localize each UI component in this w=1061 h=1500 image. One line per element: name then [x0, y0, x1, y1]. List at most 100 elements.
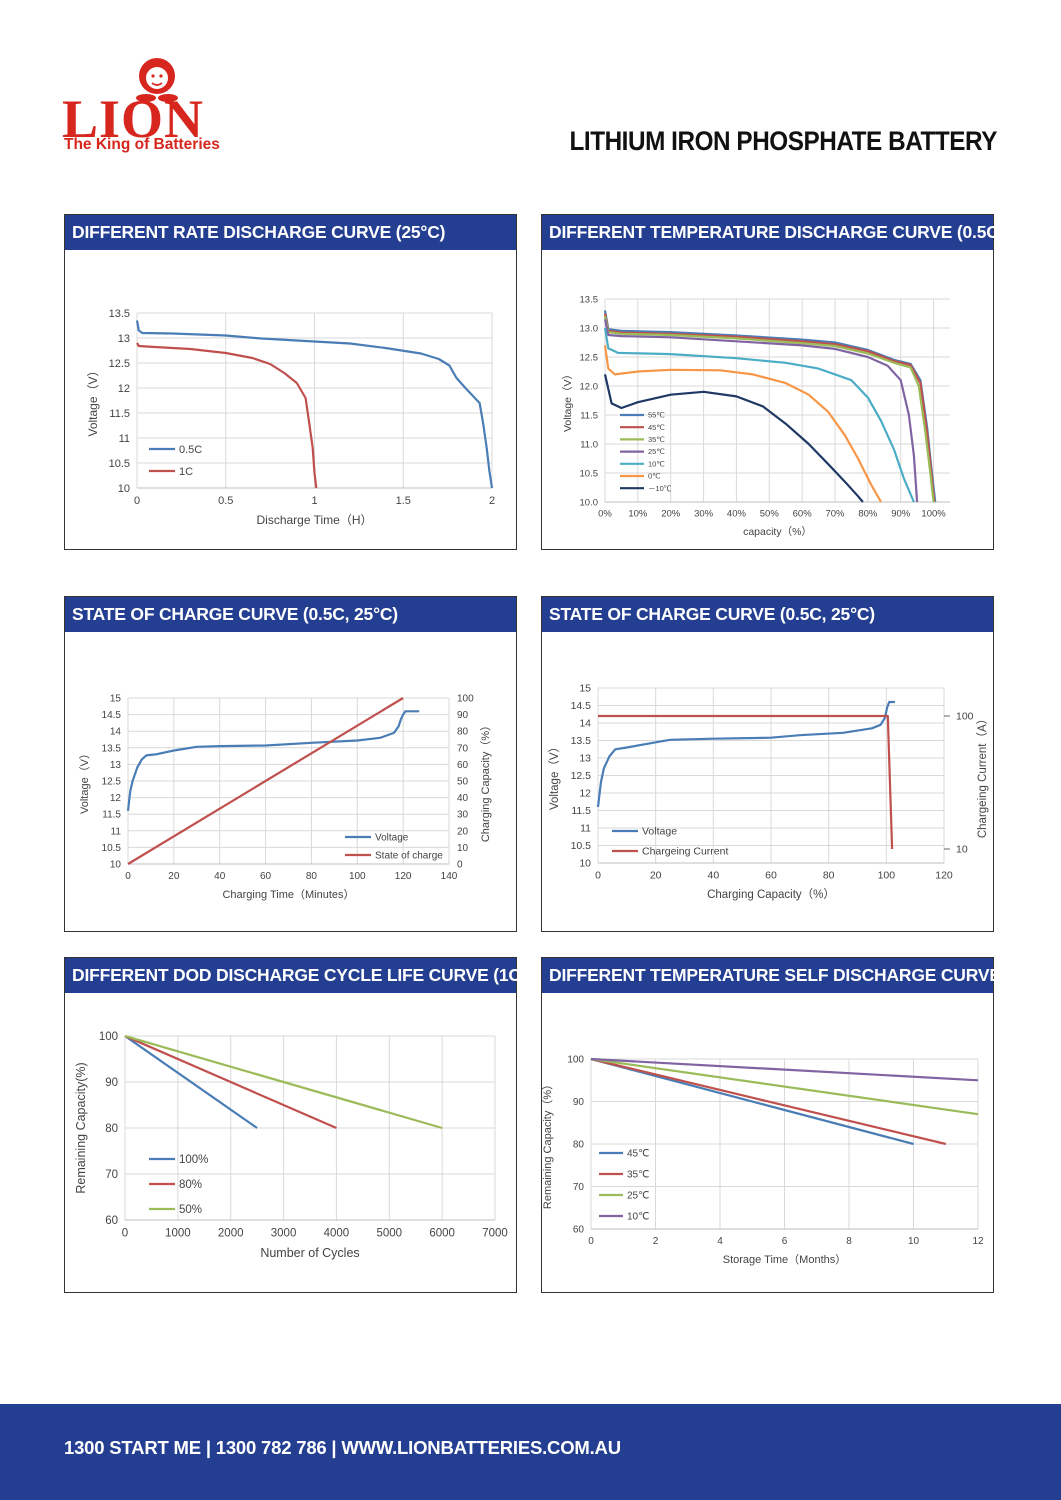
y-tick-label: 13.5 [109, 308, 130, 320]
legend-label: 35℃ [627, 1170, 649, 1181]
x-tick-label: 80% [858, 509, 878, 520]
x-tick-label: 1000 [165, 1228, 191, 1240]
series-line [603, 374, 864, 503]
series-line [127, 697, 404, 865]
x-tick-label: 0% [598, 509, 612, 520]
x-axis-title: Charging Capacity（%） [707, 888, 835, 901]
y2-tick-label: 70 [457, 743, 469, 754]
legend-label: 0℃ [648, 472, 661, 481]
panel-heading: STATE OF CHARGE CURVE (0.5C, 25°C) [65, 597, 516, 632]
y2-tick-label: 0 [457, 860, 463, 871]
series-line [124, 1034, 443, 1130]
y-tick-label: 12.5 [580, 352, 599, 363]
y-tick-label: 11.5 [580, 410, 598, 421]
x-tick-label: 140 [441, 871, 458, 882]
temperature-discharge-chart: 0% 10% 20% 30% 40% 50% 60% 70% 80% 90% 100% 10.0 10.… [562, 294, 950, 538]
panel-heading: DIFFERENT TEMPERATURE SELF DISCHARGE CUR… [542, 958, 1001, 993]
legend-label: 50% [179, 1204, 202, 1216]
y-axis-title: Voltage（V） [78, 748, 91, 814]
y2-tick-label: 100 [457, 694, 474, 705]
lion-logo: LION The King of Batteries [60, 56, 250, 160]
footer-contact: 1300 START ME | 1300 782 786 | WWW.LIONB… [64, 1437, 621, 1458]
y-tick-label: 12 [110, 793, 122, 804]
x-tick-label: 60 [765, 870, 777, 882]
y2-tick-label: 100 [956, 711, 974, 723]
series-line [590, 1057, 979, 1116]
legend-label: Voltage [642, 826, 677, 838]
x-tick-label: 70% [825, 509, 845, 520]
x-tick-label: 120 [395, 871, 412, 882]
x-tick-label: 0 [595, 870, 601, 882]
y-tick-label: 13 [110, 760, 122, 771]
series-line [124, 1034, 337, 1130]
x-tick-label: 80 [306, 871, 318, 882]
x-tick-label: 100 [349, 871, 366, 882]
legend-label: 1C [179, 466, 193, 478]
x-axis-title: Number of Cycles [260, 1246, 359, 1260]
y-tick-label: 11 [119, 433, 130, 445]
y-axis-title: Remaining Capacity（%） [542, 1079, 554, 1209]
y2-tick-label: 10 [457, 843, 469, 854]
y-tick-label: 10.5 [580, 468, 599, 479]
y-tick-label: 15 [110, 694, 122, 705]
x-tick-label: 100 [878, 870, 896, 882]
panel-temperature-discharge: DIFFERENT TEMPERATURE DISCHARGE CURVE (0… [541, 214, 1005, 550]
brand-tagline: The King of Batteries [64, 136, 220, 153]
y-tick-label: 11.5 [109, 408, 130, 420]
y-tick-label: 10 [110, 860, 122, 871]
y2-axis-title: Charging Capacity（%） [479, 720, 492, 842]
y2-tick-label: 40 [457, 793, 469, 804]
series-line [124, 1035, 258, 1129]
y-tick-label: 11 [580, 823, 591, 835]
y-tick-label: 12.5 [109, 358, 130, 370]
legend-label: 10℃ [648, 459, 665, 468]
legend-label: 80% [179, 1179, 202, 1191]
series-line [135, 320, 494, 489]
x-tick-label: 0 [125, 871, 131, 882]
cycle-life-chart: 0 1000 2000 3000 4000 5000 6000 7000 60 70 80 90 100… [74, 1031, 508, 1260]
legend-label: 100% [179, 1154, 208, 1166]
y2-tick-label: 20 [457, 826, 469, 837]
x-tick-label: 50% [760, 509, 780, 520]
y-tick-label: 12.5 [102, 777, 122, 788]
y-tick-label: 13.5 [102, 743, 122, 754]
x-tick-label: 20% [661, 509, 681, 520]
series-line [603, 316, 935, 503]
y-tick-label: 11.5 [571, 805, 591, 817]
panel-self-discharge: DIFFERENT TEMPERATURE SELF DISCHARGE CUR… [541, 957, 1001, 1293]
series-line [590, 1057, 979, 1082]
panel-heading: DIFFERENT DOD DISCHARGE CYCLE LIFE CURVE… [65, 958, 527, 993]
y-tick-label: 13 [579, 753, 591, 765]
y2-tick-label: 30 [457, 810, 469, 821]
y-axis-title: Voltage（V） [548, 741, 561, 810]
x-tick-label: 40 [707, 870, 719, 882]
y-tick-label: 90 [573, 1097, 585, 1108]
x-tick-label: 2 [653, 1236, 659, 1247]
x-tick-label: 5000 [376, 1228, 402, 1240]
x-tick-label: 4000 [324, 1228, 350, 1240]
y2-tick-label: 80 [457, 727, 469, 738]
y-tick-label: 90 [105, 1077, 118, 1089]
y-tick-label: 14.5 [102, 710, 122, 721]
x-tick-label: 0 [122, 1228, 128, 1240]
x-tick-label: 1.5 [396, 495, 411, 507]
x-axis-title: capacity（%） [743, 526, 812, 538]
y2-tick-label: 10 [956, 844, 968, 856]
y2-axis-title: Chargeing Current（A） [976, 713, 989, 838]
y-axis-title: Voltage（V） [562, 369, 574, 432]
y-tick-label: 15 [579, 683, 591, 695]
y-axis-title: Voltage（V） [86, 364, 100, 436]
legend-label: State of charge [375, 851, 443, 862]
series-line [598, 714, 894, 850]
x-tick-label: 3000 [271, 1228, 297, 1240]
x-tick-label: 7000 [482, 1228, 508, 1240]
x-tick-label: 6000 [429, 1228, 455, 1240]
state-of-charge-time-chart: 0 20 40 60 80 100 120 1401010.51111.51212.51313… [78, 694, 492, 902]
y-tick-label: 13.5 [571, 735, 592, 747]
y-tick-label: 10.5 [102, 843, 122, 854]
x-tick-label: 60 [260, 871, 272, 882]
y-tick-label: 10.5 [109, 458, 130, 470]
series-line [603, 319, 919, 503]
series-line [603, 345, 882, 503]
y-tick-label: 11 [111, 826, 122, 837]
